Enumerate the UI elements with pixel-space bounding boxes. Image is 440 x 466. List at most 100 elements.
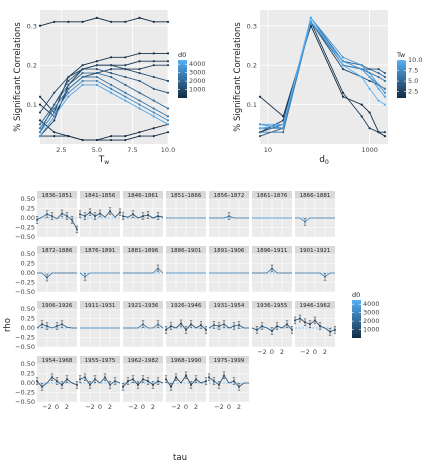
legend-title: d0 (178, 51, 186, 59)
data-point (36, 218, 38, 221)
facet-strip (80, 191, 120, 199)
data-point (166, 20, 170, 23)
facet-panel: 1861–1876 (252, 191, 292, 238)
data-point (122, 215, 124, 218)
x-tick-label: 0 (141, 403, 145, 411)
facet-strip-label: 1911–1931 (85, 303, 116, 309)
data-point (208, 376, 210, 379)
data-point (66, 215, 68, 218)
facet-strip (209, 246, 249, 254)
data-point (61, 323, 63, 326)
data-point (334, 328, 336, 331)
data-point (138, 103, 141, 106)
x-tick-label: 2 (65, 403, 69, 411)
data-point (228, 215, 230, 218)
series-line (295, 272, 335, 278)
x-tick-label: 0 (227, 403, 231, 411)
data-point (138, 91, 141, 94)
series-line (123, 267, 164, 274)
data-point (124, 20, 127, 23)
legend-tick-label: 10.0 (408, 56, 422, 64)
legend-tick-label: 2.5 (408, 88, 418, 96)
y-tick-label: −0.50 (15, 398, 35, 406)
data-point (51, 376, 53, 379)
data-point (383, 91, 387, 94)
data-point (383, 75, 387, 79)
data-point (124, 68, 127, 71)
data-point (256, 328, 258, 331)
series-line (39, 80, 169, 133)
data-point (152, 99, 155, 102)
y-tick-label: 0.50 (21, 250, 35, 258)
facet-strip-label: 1841–1856 (85, 193, 116, 199)
data-point (138, 60, 141, 63)
data-point (36, 380, 38, 383)
data-point (195, 378, 197, 381)
series-line (208, 374, 249, 388)
data-point (67, 135, 70, 138)
data-point (84, 376, 86, 379)
x-tick-label: −2 (257, 348, 267, 356)
x-tick-label: −2 (42, 403, 52, 411)
facet-strip-label: 1962–1982 (128, 358, 159, 364)
legend-tick-label: 1000 (363, 326, 380, 334)
data-point (53, 111, 56, 114)
data-point (79, 213, 81, 216)
data-point (238, 323, 240, 326)
data-point (166, 79, 170, 83)
x-axis-label-main: T (98, 155, 105, 165)
facet-panel: 1901–1921 (295, 246, 335, 293)
facet-panel: 1962–1982 −2 0 2 (121, 356, 164, 411)
x-tick-label: 1000 (361, 146, 378, 154)
data-point (309, 323, 311, 326)
series-line (208, 323, 249, 329)
y-tick-label: −0.25 (15, 389, 35, 397)
data-point (213, 323, 215, 326)
data-point (157, 380, 159, 383)
data-point (157, 267, 159, 270)
legend-tick-label: 2000 (189, 77, 206, 85)
data-point (152, 52, 155, 55)
data-point (124, 138, 127, 142)
data-point (175, 376, 177, 379)
facet-panel: 1846–1861 (121, 191, 164, 238)
x-axis-label-facets: tau (173, 453, 187, 463)
facet-strip (209, 301, 249, 309)
facet-strip (209, 191, 249, 199)
legend-tick-label: 2000 (363, 317, 380, 325)
x-tick-label: 2 (237, 403, 241, 411)
facet-strip-label: 1872–1886 (42, 248, 73, 254)
facet-strip-label: 1906–1926 (42, 303, 73, 309)
data-point (110, 71, 113, 75)
facet-panel: 1856–1872 (209, 191, 249, 238)
data-point (152, 64, 155, 67)
data-point (38, 135, 42, 138)
facet-strip-label: 1836–1851 (42, 193, 73, 199)
data-point (314, 319, 316, 322)
facet-strip (166, 191, 206, 199)
series-line (259, 24, 386, 137)
data-point (81, 68, 84, 71)
data-point (104, 376, 106, 379)
data-point (67, 87, 70, 90)
data-point (38, 131, 42, 134)
y-tick-label: 0.2 (247, 62, 257, 70)
data-point (38, 123, 42, 126)
data-point (180, 322, 182, 325)
data-point (89, 383, 91, 386)
facet-panel: 1841–1856 (78, 191, 122, 238)
data-point (377, 83, 380, 86)
data-point (360, 75, 363, 79)
data-point (341, 60, 345, 63)
data-point (166, 64, 170, 67)
x-tick-label: −2 (128, 403, 138, 411)
x-tick-label: 0 (270, 348, 274, 356)
data-point (383, 103, 387, 106)
x-axis-label-subscript: 0 (325, 159, 329, 166)
data-point (368, 79, 371, 83)
data-point (152, 60, 155, 63)
data-point (152, 107, 155, 110)
data-point (200, 323, 202, 326)
